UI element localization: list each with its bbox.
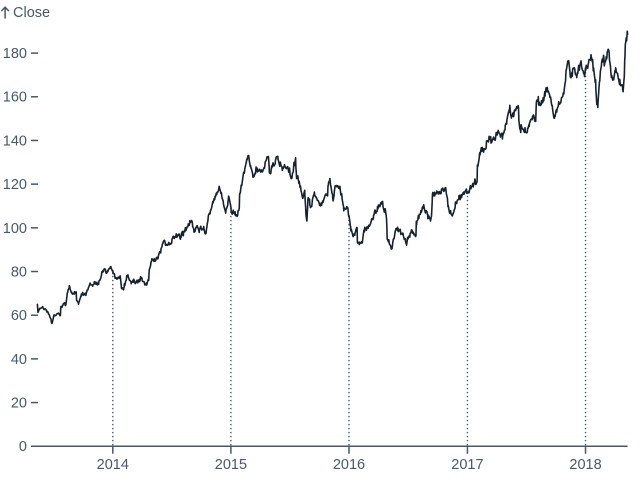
- svg-text:20: 20: [11, 396, 27, 412]
- svg-text:80: 80: [11, 264, 27, 280]
- svg-text:120: 120: [3, 177, 27, 193]
- svg-text:140: 140: [3, 133, 27, 149]
- svg-text:2015: 2015: [215, 457, 247, 473]
- svg-text:160: 160: [3, 90, 27, 106]
- svg-text:40: 40: [11, 352, 27, 368]
- svg-text:Close: Close: [13, 5, 50, 21]
- svg-text:2018: 2018: [569, 457, 601, 473]
- svg-text:60: 60: [11, 308, 27, 324]
- svg-text:2014: 2014: [97, 457, 129, 473]
- svg-text:2017: 2017: [451, 457, 483, 473]
- svg-text:180: 180: [3, 46, 27, 62]
- svg-text:0: 0: [19, 439, 27, 455]
- svg-text:2016: 2016: [333, 457, 365, 473]
- svg-text:100: 100: [3, 221, 27, 237]
